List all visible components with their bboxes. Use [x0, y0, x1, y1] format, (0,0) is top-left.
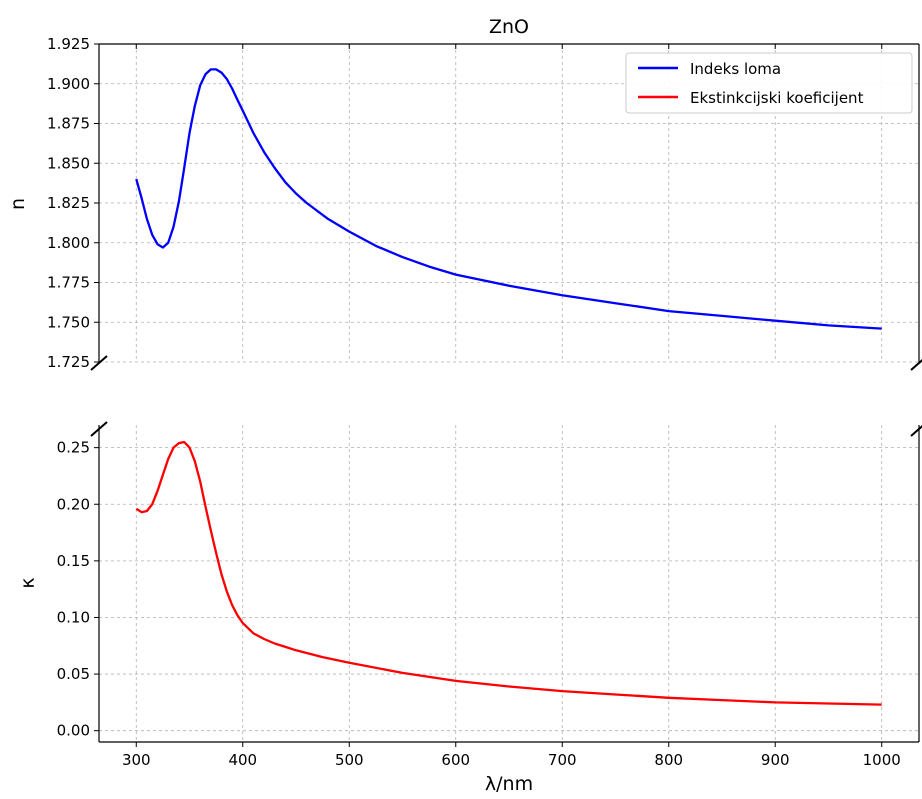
- y-tick-label: 0.25: [57, 439, 90, 457]
- chart-title: ZnO: [489, 16, 529, 38]
- y-tick-label: 1.875: [47, 115, 90, 133]
- legend-label-ekstinkcijski-koeficijent: Ekstinkcijski koeficijent: [690, 89, 864, 107]
- x-tick-label: 500: [335, 751, 364, 769]
- refractive-index-panel: 1.725 1.750 1.775 1.800 1.825 1.850 1.875 1.900…: [7, 35, 920, 371]
- x-axis-label: λ/nm: [485, 773, 533, 795]
- y-tick-label: 1.925: [47, 35, 90, 53]
- x-tick-label: 800: [654, 751, 683, 769]
- x-tick-label: 1000: [863, 751, 901, 769]
- legend-box: [625, 52, 913, 114]
- y-tick-label: 1.900: [47, 75, 90, 93]
- bottom-spines: [98, 425, 920, 743]
- x-tick-label: 300: [122, 751, 151, 769]
- break-mark-top-left: [90, 355, 108, 371]
- y-tick-label: 1.850: [47, 154, 90, 172]
- y-tick-label: 0.00: [57, 722, 90, 740]
- y-tick-label: 1.725: [47, 353, 90, 371]
- y-tick-label: 1.800: [47, 234, 90, 252]
- x-tick-label: 900: [761, 751, 790, 769]
- x-tick-label: 400: [228, 751, 257, 769]
- bottom-y-axis-label: κ: [17, 577, 39, 588]
- break-mark-bottom-left: [90, 421, 108, 437]
- y-tick-label: 1.825: [47, 194, 90, 212]
- legend-label-indeks-loma: Indeks loma: [690, 60, 781, 78]
- y-tick-label: 0.05: [57, 665, 90, 683]
- y-tick-label: 1.750: [47, 313, 90, 331]
- y-tick-label: 0.15: [57, 552, 90, 570]
- break-mark-top-right: [910, 359, 922, 371]
- x-tick-label: 600: [441, 751, 470, 769]
- top-ticks: 1.725 1.750 1.775 1.800 1.825 1.850 1.875 1.900…: [47, 35, 883, 371]
- bottom-ticks: 300 400 500 600 700 800 900 1000 0.00 0.05 0.10 0.1…: [57, 439, 901, 769]
- bottom-series-group: [135, 440, 882, 706]
- top-series-group: [135, 68, 882, 330]
- extinction-panel: 300 400 500 600 700 800 900 1000 0.00 0.05 0.10 0.1…: [17, 425, 920, 795]
- series-line-1-0: [135, 440, 882, 706]
- x-tick-label: 700: [548, 751, 577, 769]
- axis-break-marks: [90, 355, 922, 437]
- top-y-axis-label: n: [7, 198, 29, 210]
- bottom-grid: [99, 425, 919, 742]
- legend: Indeks loma Ekstinkcijski koeficijent: [625, 52, 913, 114]
- y-tick-label: 1.775: [47, 274, 90, 292]
- series-line-0-0: [135, 68, 882, 330]
- y-tick-label: 0.20: [57, 495, 90, 513]
- break-mark-bottom-right: [910, 425, 922, 437]
- y-tick-label: 0.10: [57, 608, 90, 626]
